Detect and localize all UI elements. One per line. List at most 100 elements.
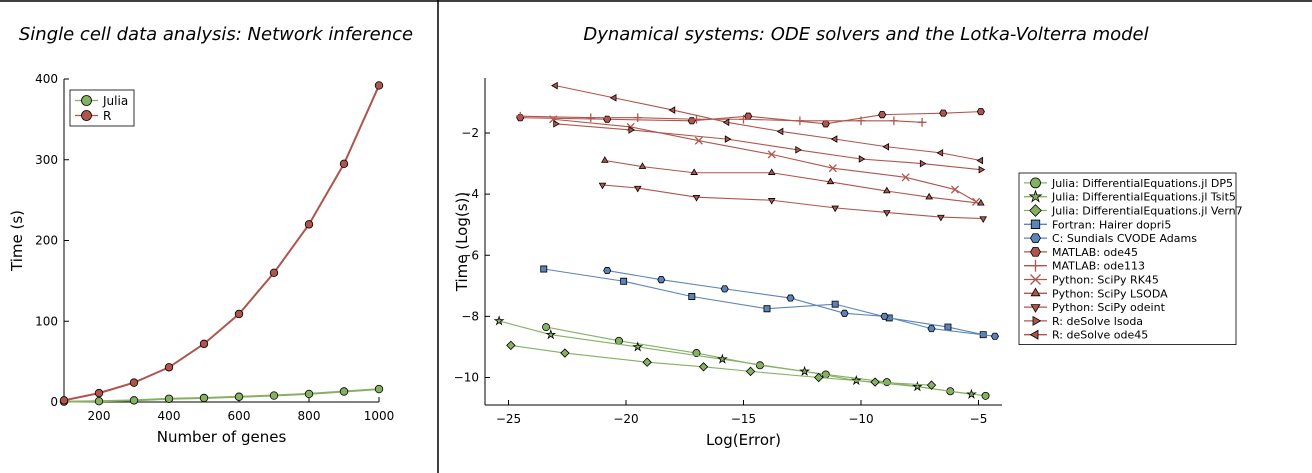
- point-r-desolve-lsoda: [978, 165, 986, 174]
- point-c-sundials-cvode-adams: [927, 325, 936, 333]
- legend-label-julia-differentialequations-jl-tsit5: Julia: DifferentialEquations.jl Tsit5: [1051, 191, 1236, 204]
- point-python-scipy-lsoda: [883, 186, 891, 194]
- network-chart-x-tick-label: 800: [298, 409, 321, 423]
- ode-chart-y-tick-label: −8: [461, 309, 479, 323]
- point-julia: [94, 397, 104, 406]
- point-c-sundials-cvode-adams: [840, 309, 849, 317]
- point-python-scipy-odeint: [767, 198, 776, 205]
- ode-chart-x-tick-label: −25: [496, 412, 521, 426]
- network-chart-y-tick-label: 100: [35, 314, 58, 328]
- panel-title-ode-solvers: Dynamical systems: ODE solvers and the L…: [583, 24, 1148, 45]
- point-fortran-hairer-dopri5: [763, 305, 771, 313]
- legend-label-python-scipy-rk45: Python: SciPy RK45: [1052, 273, 1159, 286]
- point-r-desolve-lsoda: [553, 120, 560, 128]
- point-matlab-ode113: [692, 114, 701, 124]
- network-chart-legend: [69, 89, 135, 127]
- point-r: [234, 309, 244, 319]
- point-matlab-ode113: [515, 111, 525, 121]
- point-julia: [339, 387, 349, 396]
- point-r-desolve-ode45: [936, 149, 944, 157]
- point-r: [339, 159, 349, 168]
- legend-marker-c-sundials-cvode-adams: [1030, 233, 1041, 243]
- point-matlab-ode45: [939, 109, 948, 117]
- chart-network-inference: 200 400 600 800 1000 0 100 200 300 400 Number of g…: [8, 72, 394, 446]
- legend-marker-matlab-ode45: [1030, 247, 1041, 257]
- legend-marker-julia-differentialequations-jl-vern7: [1029, 204, 1042, 217]
- point-r-desolve-lsoda: [919, 159, 927, 168]
- point-python-scipy-odeint: [831, 205, 839, 213]
- series-line-python-scipy-lsoda: [604, 159, 981, 204]
- series-line-python-scipy-rk45: [553, 118, 977, 203]
- point-fortran-hairer-dopri5: [540, 265, 548, 273]
- point-python-scipy-lsoda: [601, 156, 609, 163]
- point-r-desolve-lsoda: [858, 155, 866, 163]
- series-line-r: [63, 85, 380, 402]
- ode-chart-y-tick-label: −6: [461, 248, 479, 262]
- ode-chart-legend: [1018, 172, 1237, 346]
- point-python-scipy-lsoda: [690, 168, 698, 175]
- point-julia-differentialequations-jl-dp5: [821, 370, 830, 379]
- point-julia-differentialequations-jl-tsit5: [545, 329, 557, 340]
- point-julia-differentialequations-jl-vern7: [698, 362, 709, 372]
- point-c-sundials-cvode-adams: [880, 312, 889, 320]
- point-r-desolve-lsoda: [628, 126, 636, 134]
- point-r-desolve-ode45: [668, 106, 676, 114]
- point-r: [374, 81, 384, 90]
- legend-label-fortran-hairer-dopri5: Fortran: Hairer dopri5: [1052, 218, 1171, 231]
- network-chart-x-tick-label: 200: [88, 409, 111, 423]
- point-python-scipy-lsoda: [925, 192, 933, 200]
- network-chart-y-tick-label: 0: [50, 395, 58, 409]
- point-julia-differentialequations-jl-dp5: [981, 391, 990, 400]
- point-julia: [234, 392, 244, 401]
- point-fortran-hairer-dopri5: [831, 300, 839, 308]
- point-r: [94, 388, 104, 398]
- legend-label-python-scipy-lsoda: Python: SciPy LSODA: [1052, 287, 1168, 300]
- point-python-scipy-lsoda: [638, 162, 647, 169]
- series-line-python-scipy-odeint: [602, 184, 984, 220]
- point-python-scipy-rk45: [767, 150, 776, 159]
- point-python-scipy-odeint: [598, 182, 607, 190]
- legend-marker-python-scipy-odeint: [1030, 304, 1041, 313]
- ode-chart-x-axis-label: Log(Error): [706, 431, 781, 449]
- legend-marker-matlab-ode113: [1029, 259, 1042, 272]
- point-r-desolve-ode45: [551, 81, 558, 90]
- point-r-desolve-lsoda: [795, 146, 802, 154]
- point-python-scipy-odeint: [633, 185, 642, 193]
- point-julia: [129, 396, 139, 405]
- legend-label-r-desolve-lsoda: R: deSolve lsoda: [1052, 315, 1143, 328]
- point-r-desolve-ode45: [776, 127, 784, 136]
- legend-label-r-desolve-ode45: R: deSolve ode45: [1052, 329, 1148, 342]
- point-matlab-ode113: [917, 117, 927, 127]
- ode-chart-y-axis-label: Time (Log(s)): [453, 192, 471, 293]
- point-julia-differentialequations-jl-vern7: [506, 340, 516, 351]
- legend-marker-fortran-hairer-dopri5: [1030, 219, 1041, 229]
- ode-chart-x-tick-label: −15: [731, 412, 756, 426]
- ode-chart-y-tick-label: −4: [461, 187, 479, 201]
- network-chart-x-axis-label: Number of genes: [157, 428, 287, 446]
- network-chart-x-tick-label: 400: [158, 409, 181, 423]
- legend-label-julia: Julia: [102, 94, 128, 108]
- point-julia-differentialequations-jl-tsit5: [799, 365, 810, 376]
- point-python-scipy-lsoda: [826, 177, 835, 185]
- network-chart-y-tick-label: 400: [35, 72, 58, 86]
- ode-chart-y-tick-label: −10: [454, 370, 479, 384]
- point-r: [164, 363, 174, 372]
- legend-marker-julia: [81, 95, 92, 106]
- legend-label-julia-differentialequations-jl-dp5: Julia: DifferentialEquations.jl DP5: [1051, 177, 1233, 190]
- point-r: [304, 220, 314, 229]
- chart-ode-solvers: −25 −20 −15 −10 −5 −10 −8 −6 −4 −2 Log(Error) Time …: [453, 78, 1243, 449]
- ode-chart-x-tick-label: −5: [970, 412, 988, 426]
- point-c-sundials-cvode-adams: [603, 267, 612, 275]
- legend-marker-python-scipy-lsoda: [1030, 287, 1041, 297]
- point-matlab-ode113: [739, 114, 748, 124]
- legend-marker-julia-differentialequations-jl-tsit5: [1028, 189, 1043, 203]
- point-r-desolve-ode45: [830, 135, 838, 143]
- point-python-scipy-odeint: [937, 214, 945, 222]
- point-julia-differentialequations-jl-tsit5: [966, 388, 977, 399]
- network-chart-x-tick-label: 600: [228, 409, 251, 423]
- point-julia-differentialequations-jl-tsit5: [493, 315, 505, 326]
- point-julia-differentialequations-jl-tsit5: [632, 341, 644, 352]
- legend-label-r: R: [103, 109, 111, 123]
- point-python-scipy-odeint: [979, 216, 988, 223]
